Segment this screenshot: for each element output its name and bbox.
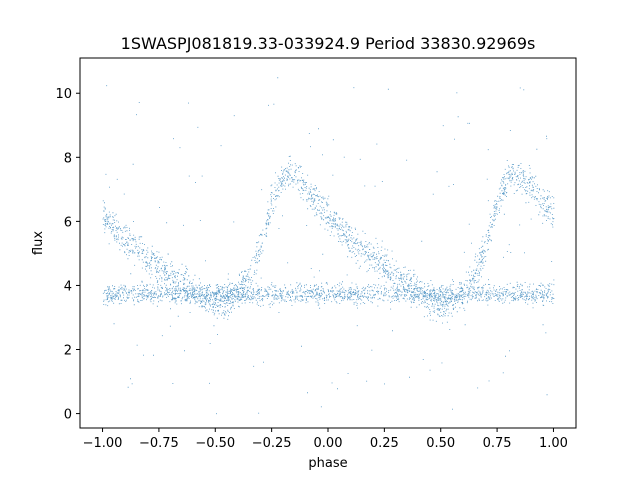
x-tick-label: 0.50 bbox=[426, 436, 455, 451]
x-tick-label: 0.00 bbox=[314, 436, 343, 451]
x-axis-label: phase bbox=[308, 456, 347, 471]
x-tick-label: −0.50 bbox=[195, 436, 235, 451]
x-tick-label: −0.75 bbox=[139, 436, 179, 451]
x-tick-label: 0.75 bbox=[483, 436, 512, 451]
y-tick-label: 8 bbox=[64, 151, 72, 166]
y-tick-label: 6 bbox=[64, 215, 72, 230]
x-tick-label: −1.00 bbox=[83, 436, 123, 451]
y-tick-label: 2 bbox=[64, 344, 72, 359]
x-tick-label: 0.25 bbox=[370, 436, 399, 451]
y-axis-label: flux bbox=[31, 231, 46, 255]
y-tick-label: 4 bbox=[64, 279, 72, 294]
chart-title: 1SWASPJ081819.33-033924.9 Period 33830.9… bbox=[121, 34, 536, 53]
y-tick-label: 10 bbox=[55, 87, 72, 102]
y-axis: 0 2 4 6 8 10 bbox=[55, 87, 80, 423]
x-axis: −1.00 −0.75 −0.50 −0.25 0.00 0.25 0.50 0.75 1.00 bbox=[83, 428, 568, 451]
x-tick-label: 1.00 bbox=[539, 436, 568, 451]
x-tick-label: −0.25 bbox=[252, 436, 292, 451]
y-tick-label: 0 bbox=[64, 408, 72, 423]
